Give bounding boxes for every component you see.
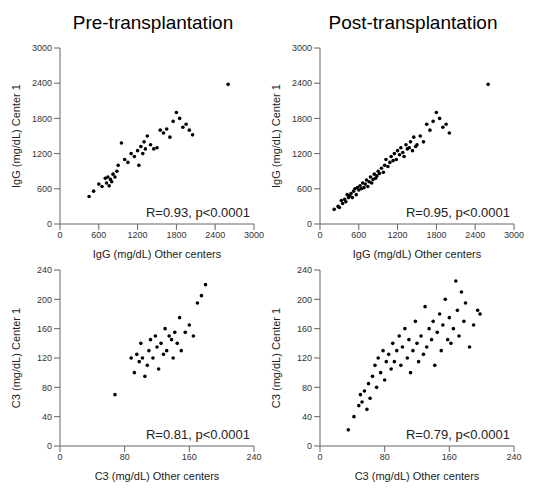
svg-text:120: 120 bbox=[297, 353, 312, 363]
svg-text:80: 80 bbox=[42, 383, 52, 393]
svg-text:80: 80 bbox=[120, 452, 130, 462]
html-text:R=0.79, p<0.0001: R=0.79, p<0.0001 bbox=[405, 427, 510, 442]
svg-text:240: 240 bbox=[37, 265, 52, 275]
svg-text:40: 40 bbox=[42, 412, 52, 422]
svg-text:80: 80 bbox=[302, 383, 312, 393]
svg-text:240: 240 bbox=[506, 452, 521, 462]
svg-text:IgG (mg/dL) Other centers: IgG (mg/dL) Other centers bbox=[93, 248, 222, 260]
svg-text:3000: 3000 bbox=[292, 43, 312, 53]
svg-text:1200: 1200 bbox=[292, 149, 312, 159]
svg-text:200: 200 bbox=[297, 295, 312, 305]
svg-text:160: 160 bbox=[297, 324, 312, 334]
svg-text:1200: 1200 bbox=[128, 230, 148, 240]
svg-text:1200: 1200 bbox=[32, 149, 52, 159]
svg-text:600: 600 bbox=[91, 230, 106, 240]
html-text:R=0.93, p<0.0001: R=0.93, p<0.0001 bbox=[145, 205, 250, 220]
svg-text:IgG (mg/dL) Center 1: IgG (mg/dL) Center 1 bbox=[270, 84, 282, 188]
svg-text:0: 0 bbox=[57, 452, 62, 462]
svg-text:C3 (mg/dL) Center 1: C3 (mg/dL) Center 1 bbox=[10, 308, 22, 408]
svg-text:40: 40 bbox=[302, 412, 312, 422]
svg-text:600: 600 bbox=[297, 184, 312, 194]
svg-text:120: 120 bbox=[37, 353, 52, 363]
svg-text:0: 0 bbox=[307, 441, 312, 451]
svg-text:160: 160 bbox=[182, 452, 197, 462]
svg-text:80: 80 bbox=[380, 452, 390, 462]
svg-text:3000: 3000 bbox=[244, 230, 264, 240]
svg-text:160: 160 bbox=[442, 452, 457, 462]
svg-text:0: 0 bbox=[47, 441, 52, 451]
svg-text:0: 0 bbox=[57, 230, 62, 240]
svg-text:1800: 1800 bbox=[166, 230, 186, 240]
svg-text:0: 0 bbox=[307, 219, 312, 229]
svg-text:240: 240 bbox=[246, 452, 261, 462]
svg-text:0: 0 bbox=[317, 230, 322, 240]
html-text:R=0.81, p<0.0001: R=0.81, p<0.0001 bbox=[145, 427, 250, 442]
html-text:Post-transplantation: Post-transplantation bbox=[328, 12, 498, 33]
svg-text:600: 600 bbox=[37, 184, 52, 194]
svg-text:160: 160 bbox=[37, 324, 52, 334]
svg-text:1800: 1800 bbox=[426, 230, 446, 240]
html-text:Pre-transplantation: Pre-transplantation bbox=[72, 12, 234, 33]
svg-text:C3 (mg/dL) Other centers: C3 (mg/dL) Other centers bbox=[95, 470, 220, 482]
svg-text:2400: 2400 bbox=[465, 230, 485, 240]
svg-text:0: 0 bbox=[317, 452, 322, 462]
svg-text:IgG (mg/dL) Center 1: IgG (mg/dL) Center 1 bbox=[10, 84, 22, 188]
svg-text:C3 (mg/dL) Center 1: C3 (mg/dL) Center 1 bbox=[270, 308, 282, 408]
svg-text:IgG (mg/dL) Other centers: IgG (mg/dL) Other centers bbox=[353, 248, 482, 260]
svg-text:1800: 1800 bbox=[292, 114, 312, 124]
svg-text:2400: 2400 bbox=[32, 78, 52, 88]
svg-text:2400: 2400 bbox=[292, 78, 312, 88]
svg-text:C3 (mg/dL) Other centers: C3 (mg/dL) Other centers bbox=[355, 470, 480, 482]
svg-text:2400: 2400 bbox=[205, 230, 225, 240]
svg-text:3000: 3000 bbox=[32, 43, 52, 53]
svg-text:600: 600 bbox=[351, 230, 366, 240]
svg-text:1200: 1200 bbox=[388, 230, 408, 240]
svg-text:0: 0 bbox=[47, 219, 52, 229]
svg-text:240: 240 bbox=[297, 265, 312, 275]
svg-text:1800: 1800 bbox=[32, 114, 52, 124]
svg-text:3000: 3000 bbox=[504, 230, 524, 240]
svg-text:200: 200 bbox=[37, 295, 52, 305]
html-text:R=0.95, p<0.0001: R=0.95, p<0.0001 bbox=[405, 205, 510, 220]
